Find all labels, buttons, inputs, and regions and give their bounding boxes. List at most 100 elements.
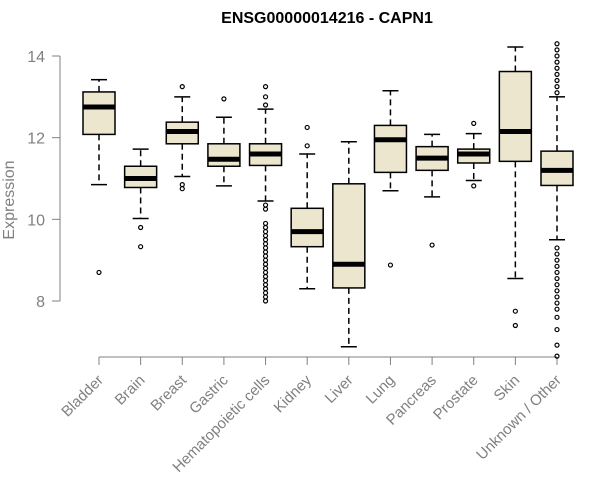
outlier-point <box>262 269 269 276</box>
outlier-point <box>554 53 560 59</box>
box-brain <box>123 148 158 250</box>
outlier-point <box>554 342 560 348</box>
x-tick-label: Bladder <box>58 372 107 421</box>
outlier-point <box>554 326 560 333</box>
outlier-point <box>221 96 227 102</box>
y-tick-label: 14 <box>27 49 45 66</box>
outlier-point <box>554 245 560 251</box>
outlier-point <box>262 277 269 284</box>
iqr-box <box>498 70 533 163</box>
outlier-point <box>262 241 269 247</box>
outlier-point <box>262 237 269 243</box>
outlier-point <box>138 224 144 231</box>
outlier-point <box>179 186 185 192</box>
outlier-point <box>554 59 560 65</box>
x-tick-label: Liver <box>322 372 357 407</box>
x-tick-label: Breast <box>147 371 190 414</box>
outlier-point <box>262 298 269 304</box>
outlier-point <box>304 124 310 131</box>
outlier-point <box>554 251 560 257</box>
outlier-point <box>262 102 269 108</box>
box-lung <box>373 89 408 268</box>
y-axis-label: Expression <box>1 160 18 239</box>
outlier-point <box>554 269 560 276</box>
x-tick-label: Brain <box>112 372 149 409</box>
outlier-point <box>554 306 560 312</box>
outlier-point <box>262 249 269 255</box>
outlier-point <box>262 294 269 300</box>
x-tick-label: Kidney <box>271 371 316 416</box>
x-tick-label: Skin <box>491 372 524 405</box>
outlier-point <box>262 233 269 239</box>
outlier-point <box>179 182 185 188</box>
outlier-point <box>262 84 269 90</box>
box-gastric <box>207 96 241 187</box>
box-prostate <box>456 120 491 189</box>
outlier-point <box>262 273 269 280</box>
outlier-point <box>262 206 269 212</box>
outlier-point <box>554 294 560 300</box>
outlier-point <box>262 253 269 259</box>
iqr-box <box>373 124 408 174</box>
outlier-point <box>262 228 269 235</box>
box-unknown-other <box>540 41 574 359</box>
outlier-point <box>96 269 102 276</box>
outlier-point <box>554 65 560 71</box>
box-series <box>82 41 574 359</box>
iqr-box <box>82 91 116 136</box>
x-tick-label: Prostate <box>430 372 482 424</box>
outlier-point <box>262 245 269 251</box>
outlier-point <box>554 71 560 77</box>
iqr-box <box>332 183 366 289</box>
outlier-point <box>554 47 560 53</box>
outlier-point <box>262 220 269 227</box>
outlier-point <box>179 84 185 90</box>
outlier-point <box>554 90 560 96</box>
iqr-box <box>290 207 324 248</box>
outlier-point <box>387 262 394 268</box>
outlier-point <box>304 143 310 149</box>
y-tick-label: 8 <box>36 294 45 311</box>
outlier-point <box>262 282 269 288</box>
outlier-point <box>554 263 560 269</box>
outlier-point <box>262 290 269 296</box>
y-tick-label: 10 <box>27 212 45 229</box>
outlier-point <box>262 202 269 208</box>
box-kidney <box>290 124 324 290</box>
outlier-point <box>262 257 269 263</box>
outlier-point <box>262 94 269 100</box>
outlier-point <box>262 286 269 292</box>
box-breast <box>165 84 200 192</box>
outlier-point <box>471 120 477 126</box>
box-skin <box>498 46 533 329</box>
y-axis: 8 10 12 14 <box>27 49 61 311</box>
box-pancreas <box>415 133 449 248</box>
outlier-point <box>554 353 560 359</box>
x-tick-label: Lung <box>363 372 399 408</box>
box-hematopoietic-cells <box>248 84 283 304</box>
chart-title: ENSG00000014216 - CAPN1 <box>221 10 433 27</box>
outlier-point <box>138 244 144 250</box>
outlier-point <box>262 261 269 267</box>
outlier-point <box>554 282 560 288</box>
outlier-point <box>512 308 518 314</box>
outlier-point <box>554 288 560 294</box>
y-tick-label: 12 <box>27 131 45 148</box>
outlier-point <box>262 224 269 231</box>
outlier-point <box>262 265 269 271</box>
outlier-point <box>554 77 560 84</box>
outlier-point <box>429 242 435 248</box>
outlier-point <box>554 257 560 263</box>
outlier-point <box>554 84 560 90</box>
outlier-point <box>554 275 560 282</box>
outlier-point <box>512 322 518 329</box>
box-bladder <box>82 78 116 276</box>
outlier-point <box>554 314 560 320</box>
outlier-point <box>471 183 477 189</box>
box-liver <box>332 141 366 348</box>
outlier-point <box>554 41 560 47</box>
outlier-point <box>554 300 560 306</box>
